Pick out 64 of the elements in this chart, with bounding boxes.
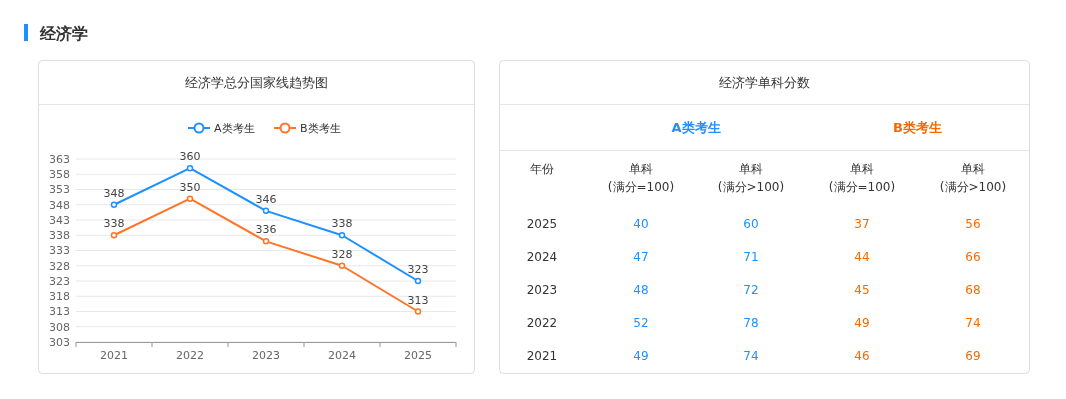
data-label: 45 — [854, 283, 870, 298]
y-tick-label: 333 — [49, 244, 70, 258]
y-tick-label: 303 — [49, 335, 70, 349]
y-tick-label: 318 — [49, 290, 70, 304]
x-tick-label: 2021 — [100, 349, 128, 362]
x-tick-label: 2024 — [328, 349, 356, 362]
chart-title: 经济学总分国家线趋势图 — [184, 75, 328, 90]
y-tick-label: 358 — [49, 168, 70, 182]
y-tick-label: 343 — [49, 213, 70, 227]
data-label: 69 — [965, 349, 981, 364]
y-tick-label: 2022 — [526, 316, 558, 331]
y-tick-label: 363 — [49, 152, 70, 166]
x-tick-label: 单科 (满分>100) — [939, 162, 1007, 194]
x-tick-label: 单科 (满分=100) — [828, 162, 896, 194]
x-tick-label: 2022 — [176, 349, 204, 362]
data-label: 74 — [743, 349, 759, 364]
data-label: 60 — [743, 217, 759, 232]
y-tick-label: 313 — [49, 305, 70, 319]
data-label: 68 — [965, 283, 981, 298]
y-tick-label: 353 — [49, 183, 70, 197]
y-tick-label: 2023 — [526, 283, 558, 298]
data-label: 40 — [633, 217, 649, 232]
data-label: 44 — [854, 250, 870, 265]
data-label: 52 — [633, 316, 649, 331]
x-tick-label: 2025 — [404, 349, 432, 362]
y-tick-label: 348 — [49, 198, 70, 212]
y-tick-label: 308 — [49, 320, 70, 334]
y-tick-label: 323 — [49, 274, 70, 288]
data-label: 338 — [103, 217, 125, 231]
data-label: 49 — [633, 349, 649, 364]
data-label: 56 — [965, 217, 981, 232]
data-label: 360 — [179, 150, 201, 164]
y-axis-title: 年份 — [530, 162, 554, 176]
data-label: 48 — [633, 283, 649, 298]
data-label: 323 — [407, 263, 429, 276]
data-label: 47 — [633, 250, 649, 265]
y-tick-label: 2024 — [526, 250, 558, 265]
data-label: 74 — [965, 316, 981, 331]
data-label: 78 — [743, 316, 759, 331]
data-label: 71 — [743, 250, 759, 265]
chart-title: 经济学单科分数 — [718, 75, 810, 90]
data-label: 37 — [854, 217, 870, 232]
x-tick-label: 单科 (满分>100) — [717, 162, 785, 194]
y-tick-label: 2025 — [526, 217, 558, 232]
text: A类考生 — [671, 120, 721, 135]
y-tick-label: 328 — [49, 259, 70, 273]
legend-label: B类考生 — [300, 121, 341, 135]
data-label: 350 — [179, 180, 201, 194]
data-label: 338 — [331, 217, 353, 231]
y-tick-label: 338 — [49, 229, 70, 243]
data-label: 49 — [854, 316, 870, 331]
data-label: 313 — [407, 293, 429, 307]
x-tick-label: 单科 (满分=100) — [607, 162, 675, 194]
data-label: 72 — [743, 283, 759, 298]
data-label: 336 — [255, 223, 277, 237]
data-label: 348 — [103, 186, 125, 200]
data-label: 346 — [255, 192, 277, 206]
x-tick-label: 2023 — [252, 349, 280, 362]
data-label: 46 — [854, 349, 870, 364]
text: 经济学 — [39, 23, 88, 43]
data-label: 66 — [965, 250, 981, 265]
legend-label: A类考生 — [214, 121, 255, 135]
text: B类考生 — [893, 120, 942, 135]
data-label: 328 — [331, 247, 353, 261]
